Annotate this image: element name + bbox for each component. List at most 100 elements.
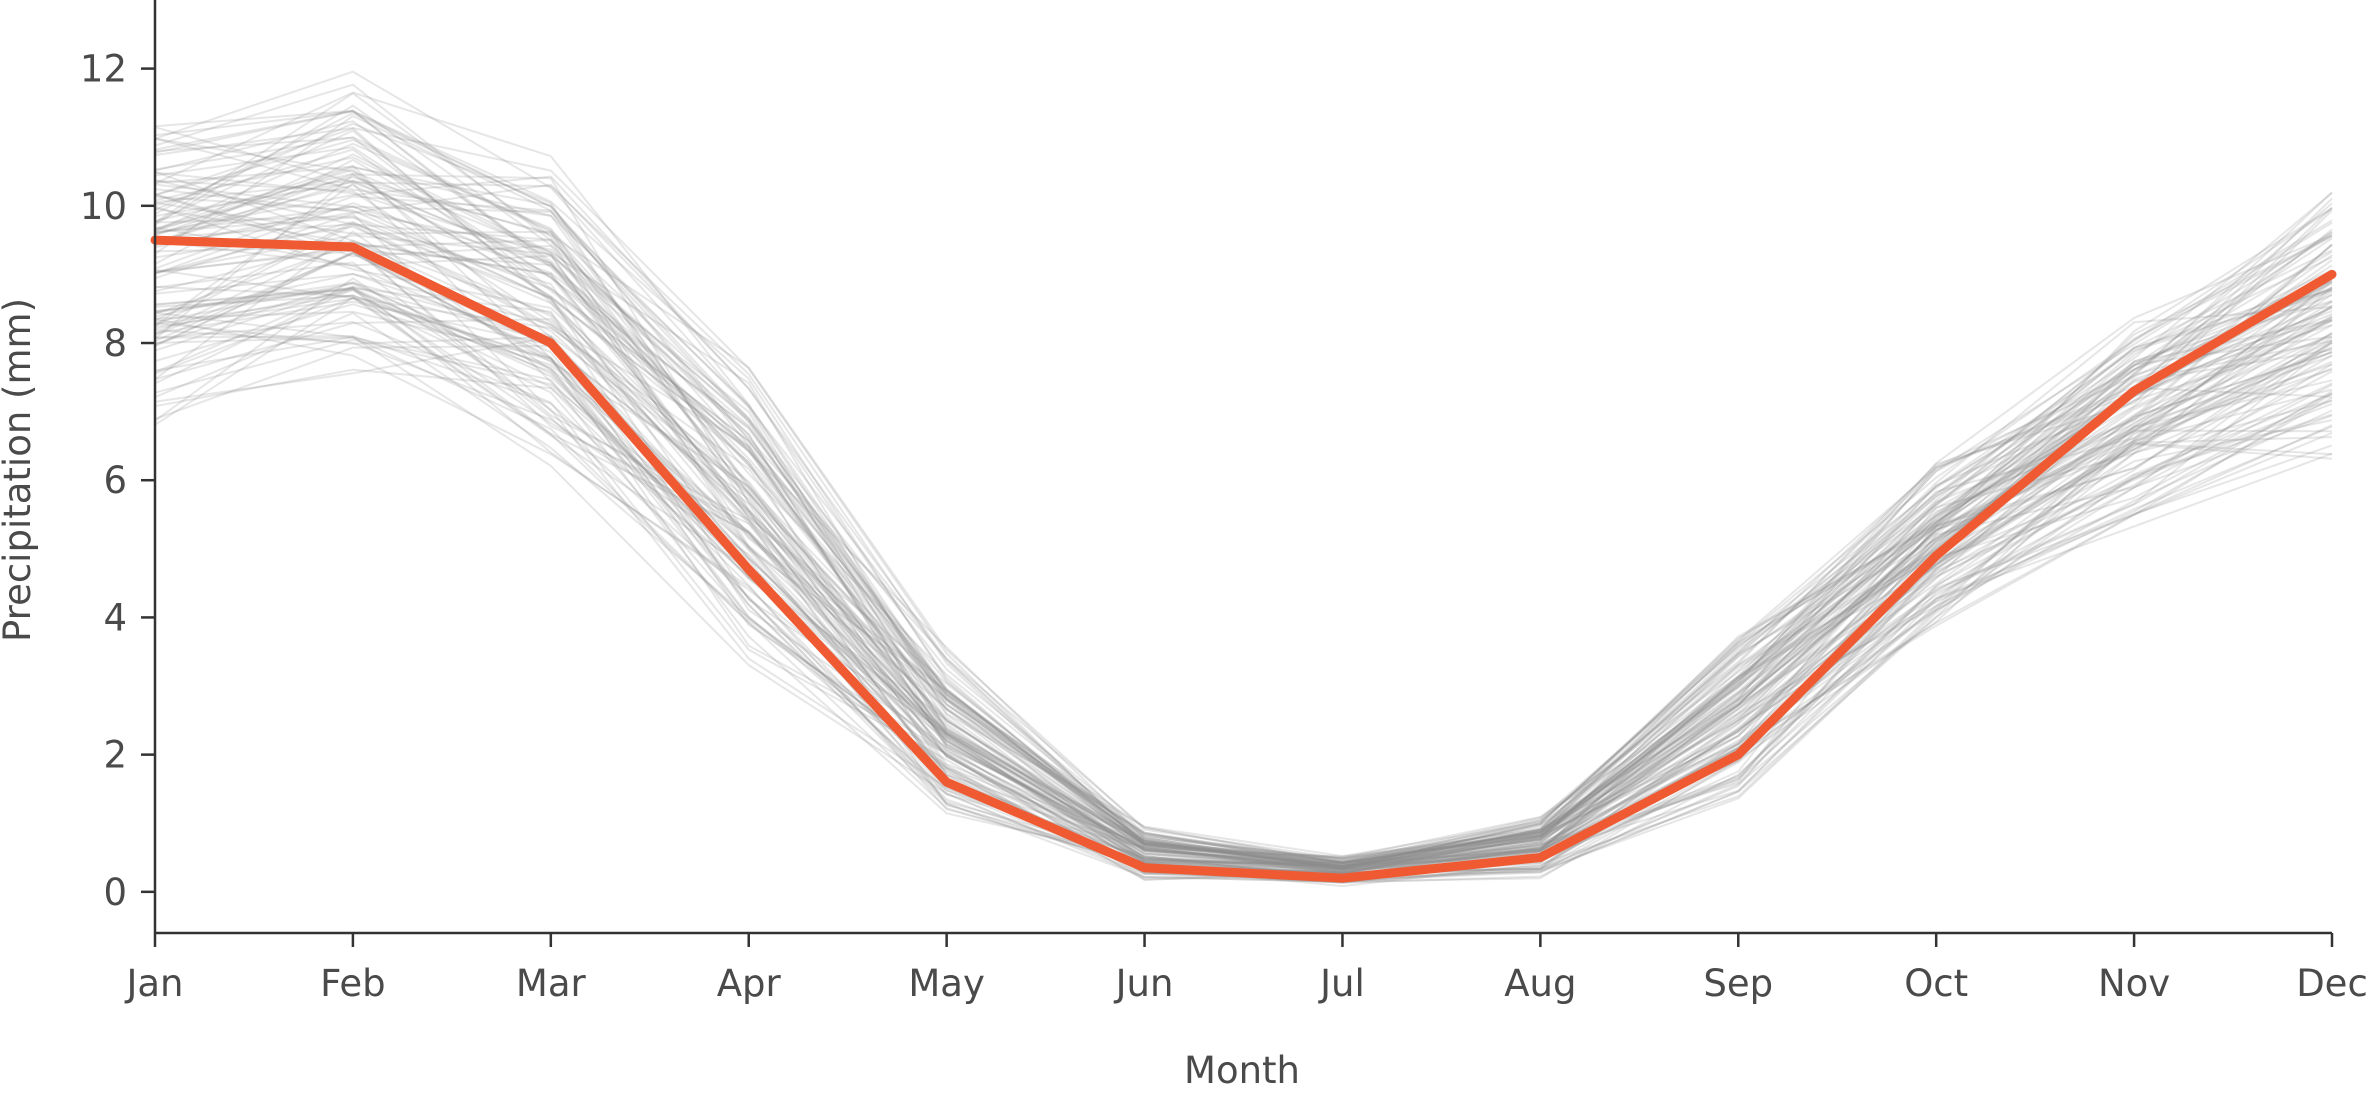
background-series-line <box>154 104 2333 860</box>
background-series-line <box>154 171 2333 864</box>
background-series-line <box>154 230 2333 873</box>
background-series-line <box>154 70 2333 867</box>
background-series-line <box>154 303 2333 875</box>
background-series-line <box>154 166 2333 864</box>
background-series-line <box>154 137 2333 858</box>
background-series-line <box>154 91 2333 868</box>
background-series-line <box>154 215 2333 866</box>
background-series-line <box>154 168 2333 864</box>
x-tick-label-jul: Jul <box>1318 962 1365 1005</box>
background-series-line <box>154 193 2333 871</box>
background-series-line <box>154 156 2333 871</box>
background-series-line <box>154 109 2333 864</box>
background-series-line <box>154 195 2333 869</box>
background-series-line <box>154 297 2333 869</box>
background-series-line <box>154 158 2333 869</box>
background-series-line <box>154 120 2333 868</box>
background-series-line <box>154 180 2333 869</box>
background-series-line <box>154 294 2333 870</box>
background-series-line <box>154 182 2333 867</box>
background-series-line <box>154 249 2333 878</box>
background-series-line <box>154 318 2333 878</box>
background-series-line <box>154 136 2333 862</box>
x-tick-label-mar: Mar <box>516 962 587 1005</box>
background-series-line <box>154 225 2333 867</box>
background-series-line <box>154 261 2333 881</box>
background-series-line <box>154 176 2333 860</box>
background-series-line <box>154 223 2333 871</box>
background-series-line <box>154 300 2333 877</box>
x-axis-title: Month <box>1184 1049 1300 1092</box>
background-series-line <box>154 239 2333 863</box>
background-series-line <box>154 110 2333 861</box>
background-series-line <box>154 179 2333 865</box>
y-tick-label-8: 8 <box>103 322 127 365</box>
background-series-line <box>154 289 2333 871</box>
background-series-line <box>154 287 2333 867</box>
background-series-line <box>154 336 2333 875</box>
y-tick-label-12: 12 <box>80 48 127 91</box>
background-series-line <box>154 207 2333 869</box>
background-series-line <box>154 175 2333 868</box>
background-series-line <box>154 202 2333 870</box>
background-series-line <box>154 252 2333 878</box>
x-axis-ticks: Jan Feb Mar Apr May Jun Jul Aug Sep Oct Nov Dec <box>124 933 2368 1005</box>
background-series-line <box>154 193 2333 870</box>
background-series-line <box>154 170 2333 873</box>
background-series-line <box>154 127 2333 858</box>
background-series-line <box>154 92 2333 870</box>
background-series-line <box>154 321 2333 883</box>
y-tick-label-4: 4 <box>103 596 127 639</box>
background-series-line <box>154 153 2333 864</box>
background-series-line <box>154 183 2333 858</box>
y-tick-label-10: 10 <box>80 185 127 228</box>
background-series-line <box>154 183 2333 868</box>
background-series-line <box>154 127 2333 865</box>
x-tick-label-apr: Apr <box>717 962 782 1005</box>
background-series-line <box>154 136 2333 865</box>
background-series-line <box>154 226 2333 869</box>
background-series-line <box>154 336 2333 883</box>
x-tick-label-nov: Nov <box>2098 962 2170 1005</box>
background-series-line <box>154 173 2333 869</box>
y-axis-title: Precipitation (mm) <box>0 298 39 642</box>
background-series-line <box>154 137 2333 860</box>
background-series-line <box>154 83 2333 865</box>
background-series-line <box>154 336 2333 877</box>
background-series-line <box>154 172 2333 868</box>
background-series-line <box>154 195 2333 865</box>
background-series-line <box>154 146 2333 870</box>
background-series-line <box>154 234 2333 864</box>
background-series-line <box>154 280 2333 869</box>
background-series-line <box>154 174 2333 875</box>
background-series-line <box>154 368 2333 880</box>
background-series-line <box>154 165 2333 864</box>
background-series-line <box>154 310 2333 870</box>
background-series-line <box>154 112 2333 868</box>
background-series-line <box>154 122 2333 871</box>
background-series-line <box>154 148 2333 874</box>
highlight-series-line <box>150 235 2337 883</box>
background-series-line <box>154 345 2333 884</box>
background-series-line <box>154 179 2333 863</box>
y-tick-label-0: 0 <box>103 871 127 914</box>
background-series-line <box>154 216 2333 866</box>
background-series-line <box>154 321 2333 882</box>
y-tick-label-2: 2 <box>103 734 127 777</box>
background-series-line <box>154 142 2333 870</box>
background-series-line <box>154 179 2333 869</box>
x-tick-label-may: May <box>908 962 985 1005</box>
background-series-line <box>154 126 2333 866</box>
background-series-line <box>154 205 2333 868</box>
background-series-line <box>154 285 2333 873</box>
x-tick-label-sep: Sep <box>1703 962 1773 1005</box>
background-series-line <box>154 223 2333 864</box>
background-series-line <box>154 288 2333 871</box>
background-series-line <box>154 239 2333 875</box>
x-tick-label-feb: Feb <box>320 962 386 1005</box>
x-tick-label-jun: Jun <box>1114 962 1174 1005</box>
background-series-line <box>154 205 2333 875</box>
background-series-line <box>154 205 2333 869</box>
x-tick-label-aug: Aug <box>1504 962 1576 1005</box>
